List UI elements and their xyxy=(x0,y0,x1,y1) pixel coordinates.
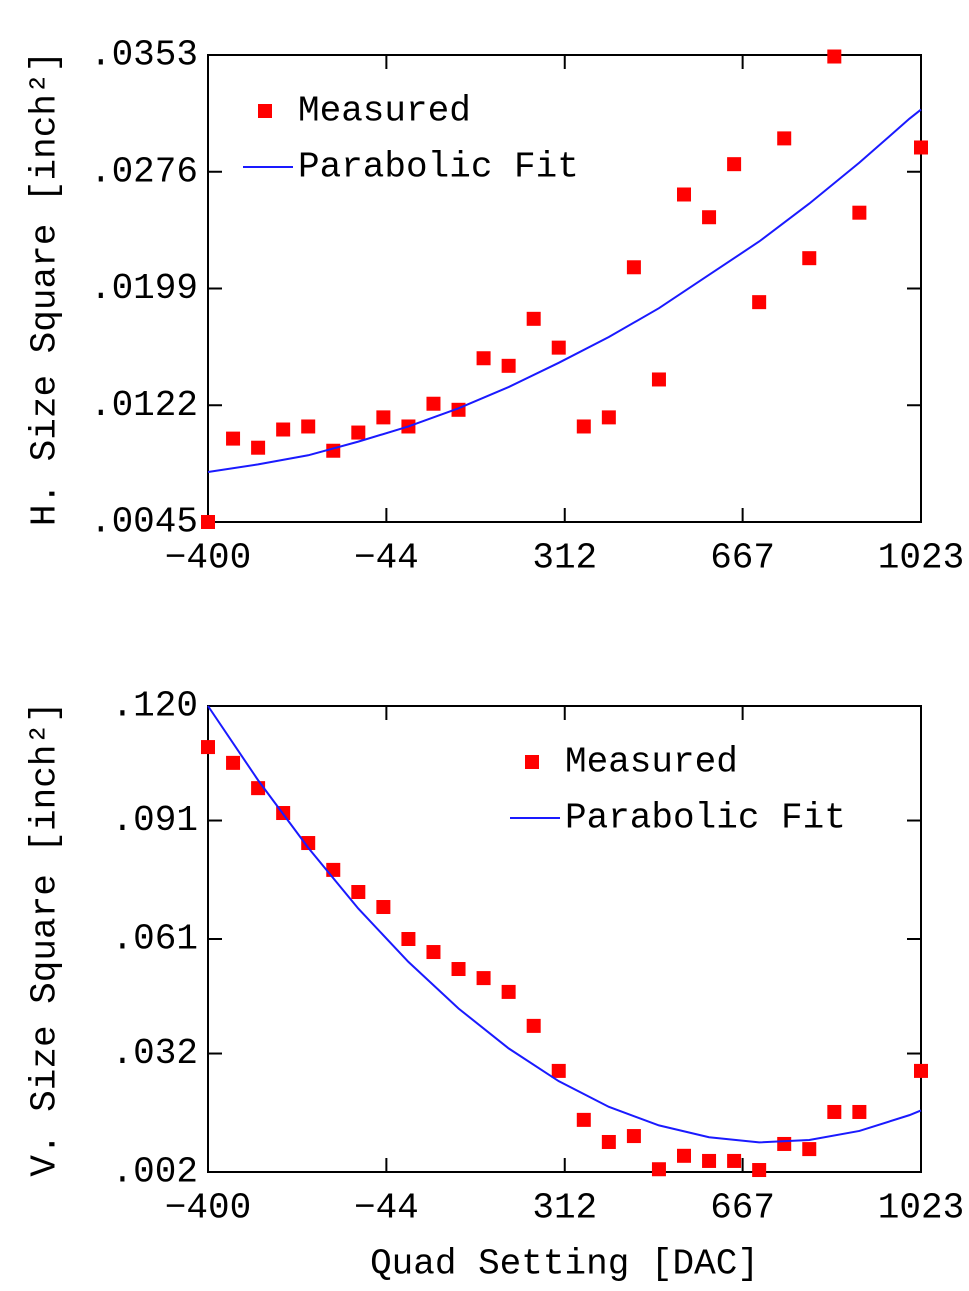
x-axis-label: Quad Setting [DAC] xyxy=(370,1244,759,1285)
data-point xyxy=(351,425,366,440)
legend-label: Measured xyxy=(565,742,738,783)
data-point xyxy=(752,295,767,310)
data-point xyxy=(702,1153,717,1168)
data-point xyxy=(852,1104,867,1119)
x-tick-label: 312 xyxy=(532,538,597,579)
data-point xyxy=(326,862,341,877)
data-point xyxy=(301,836,316,851)
fit-line xyxy=(207,108,922,473)
y-tick-label: .091 xyxy=(112,800,198,841)
data-point xyxy=(201,515,215,529)
data-point xyxy=(626,1129,641,1144)
data-point xyxy=(914,140,928,155)
data-point xyxy=(301,419,316,434)
data-point xyxy=(777,131,792,146)
data-point xyxy=(651,1162,666,1177)
data-point xyxy=(251,440,266,455)
y-tick-label: .0122 xyxy=(90,385,198,426)
data-point xyxy=(576,419,591,434)
x-tick-label: −44 xyxy=(354,538,419,579)
x-tick-label: −400 xyxy=(165,1188,251,1229)
data-point xyxy=(777,1136,792,1151)
data-point xyxy=(601,410,616,425)
x-tick-label: −44 xyxy=(354,1188,419,1229)
data-point xyxy=(276,422,291,437)
x-tick-label: −400 xyxy=(165,538,251,579)
data-point xyxy=(727,1153,742,1168)
data-point xyxy=(914,1063,928,1078)
y-tick-label: .0199 xyxy=(90,268,198,309)
data-point xyxy=(476,971,491,986)
data-point xyxy=(827,49,842,64)
y-tick-label: .002 xyxy=(112,1152,198,1193)
legend-label: Measured xyxy=(298,91,471,132)
data-point xyxy=(501,984,516,999)
data-point xyxy=(226,431,241,446)
data-point xyxy=(677,187,692,202)
data-point xyxy=(451,962,466,977)
fit-line xyxy=(207,705,922,1144)
y-tick-label: .032 xyxy=(112,1033,198,1074)
x-tick-label: 667 xyxy=(710,538,775,579)
data-point xyxy=(727,157,742,172)
x-tick-label: 312 xyxy=(532,1188,597,1229)
y-tick-label: .120 xyxy=(112,686,198,727)
data-point xyxy=(752,1163,767,1178)
x-tick-label: 1023 xyxy=(878,538,964,579)
data-point xyxy=(677,1148,692,1163)
y-axis-label: H. Size Square [inch²] xyxy=(25,51,66,526)
data-point xyxy=(376,900,391,915)
data-point xyxy=(802,1142,817,1157)
data-point xyxy=(551,1063,566,1078)
legend-label: Parabolic Fit xyxy=(565,798,846,839)
data-point xyxy=(702,210,717,225)
legend-marker xyxy=(258,104,272,118)
data-point xyxy=(351,885,366,900)
data-point xyxy=(626,260,641,275)
data-point xyxy=(852,205,867,220)
y-axis-label: V. Size Square [inch²] xyxy=(25,701,66,1176)
data-point xyxy=(426,945,441,960)
x-tick-label: 1023 xyxy=(878,1188,964,1229)
y-tick-label: .0045 xyxy=(90,502,198,543)
data-point xyxy=(426,396,441,411)
legend-marker xyxy=(525,755,539,769)
data-point xyxy=(226,755,241,770)
data-point xyxy=(601,1134,616,1149)
data-point xyxy=(476,351,491,366)
data-point xyxy=(376,410,391,425)
data-point xyxy=(401,932,416,946)
data-point xyxy=(501,358,516,373)
data-point xyxy=(526,1018,541,1033)
y-tick-label: .061 xyxy=(112,919,198,960)
x-tick-label: 667 xyxy=(710,1188,775,1229)
data-point xyxy=(651,372,666,387)
data-point xyxy=(526,311,541,326)
data-point xyxy=(827,1104,842,1119)
data-point xyxy=(802,251,817,266)
data-point xyxy=(201,740,215,755)
data-point xyxy=(576,1112,591,1127)
y-tick-label: .0353 xyxy=(90,35,198,76)
y-tick-label: .0276 xyxy=(90,151,198,192)
data-point xyxy=(551,340,566,355)
legend-label: Parabolic Fit xyxy=(298,147,579,188)
